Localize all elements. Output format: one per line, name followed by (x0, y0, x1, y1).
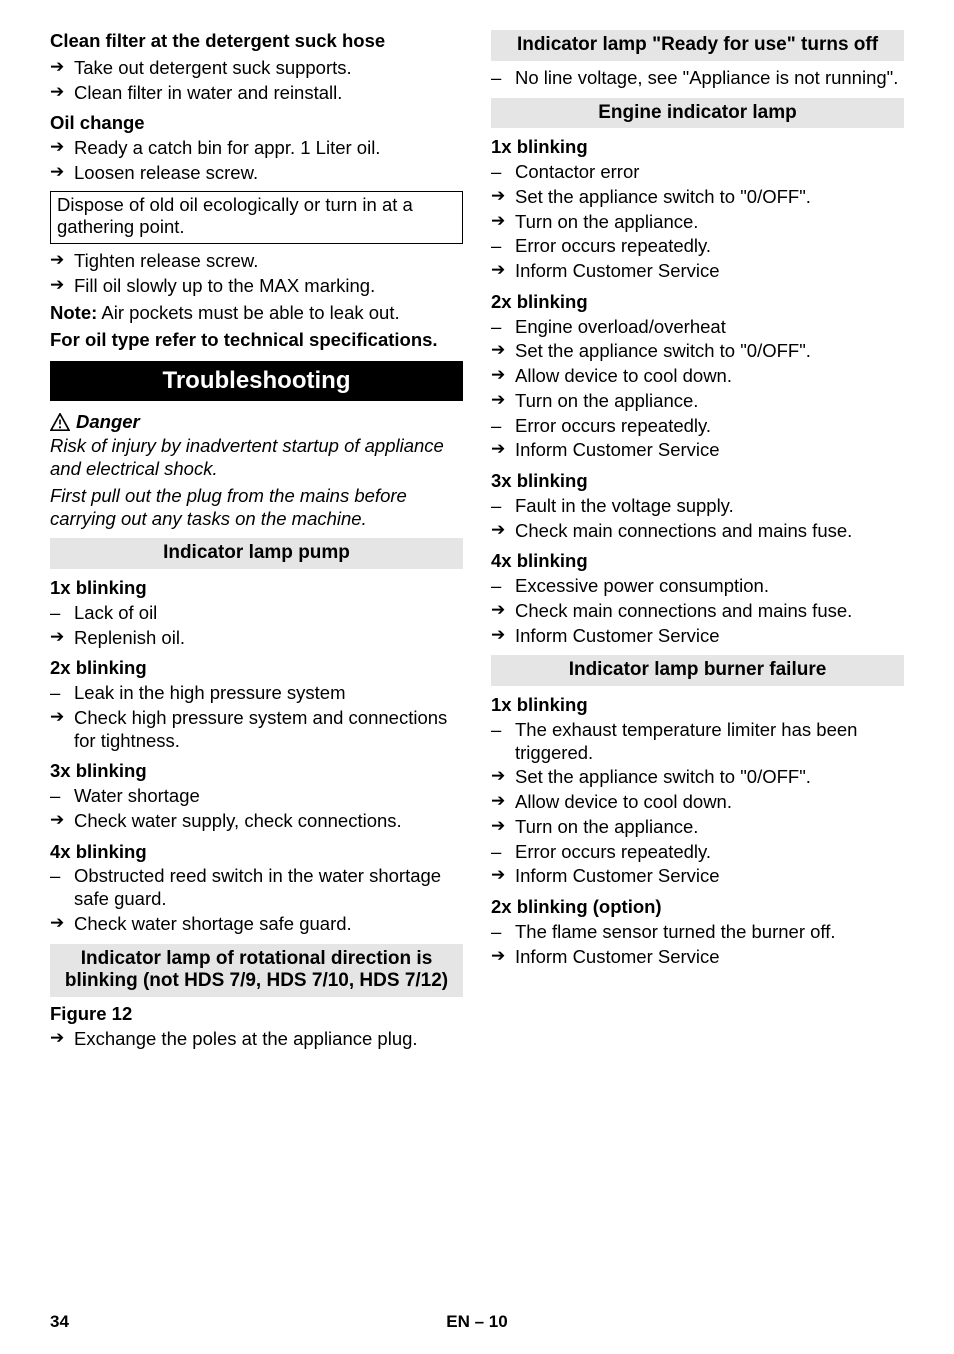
danger-line: Danger (50, 411, 463, 433)
list-item: Error occurs repeatedly. (491, 415, 904, 438)
left-column: Clean filter at the detergent suck hose … (50, 30, 463, 1055)
oil-ref: For oil type refer to technical specific… (50, 329, 463, 352)
list-item: Take out detergent suck supports. (50, 57, 463, 80)
list-item: Inform Customer Service (491, 625, 904, 648)
heading-troubleshooting: Troubleshooting (50, 361, 463, 401)
heading-engine-indicator: Engine indicator lamp (491, 98, 904, 129)
list-item: Obstructed reed switch in the water shor… (50, 865, 463, 911)
subheading-2x: 2x blinking (491, 291, 904, 314)
list: Lack of oilReplenish oil. (50, 602, 463, 650)
list-item: Turn on the appliance. (491, 211, 904, 234)
heading-oil-change: Oil change (50, 112, 463, 135)
danger-label: Danger (76, 411, 140, 433)
list: The flame sensor turned the burner off.I… (491, 921, 904, 969)
list: Water shortageCheck water supply, check … (50, 785, 463, 833)
list-item: Check high pressure system and connectio… (50, 707, 463, 753)
list-item: Check main connections and mains fuse. (491, 600, 904, 623)
danger-para-1: Risk of injury by inadvertent startup of… (50, 435, 463, 481)
heading-indicator-ready: Indicator lamp "Ready for use" turns off (491, 30, 904, 61)
list-item: Water shortage (50, 785, 463, 808)
list: Engine overload/overheatSet the applianc… (491, 316, 904, 463)
warning-icon (50, 413, 70, 431)
subheading-2x-option: 2x blinking (option) (491, 896, 904, 919)
note-text: Air pockets must be able to leak out. (97, 302, 399, 323)
subheading-4x: 4x blinking (50, 841, 463, 864)
list-item: Engine overload/overheat (491, 316, 904, 339)
list-item: Excessive power consumption. (491, 575, 904, 598)
figure-label: Figure 12 (50, 1003, 463, 1026)
list-item: Turn on the appliance. (491, 816, 904, 839)
list-item: Leak in the high pressure system (50, 682, 463, 705)
subheading-2x: 2x blinking (50, 657, 463, 680)
list-item: Set the appliance switch to "0/OFF". (491, 186, 904, 209)
list-oil-change: Ready a catch bin for appr. 1 Liter oil.… (50, 137, 463, 185)
list: The exhaust temperature limiter has been… (491, 719, 904, 888)
danger-para-2: First pull out the plug from the mains b… (50, 485, 463, 531)
list-item: Turn on the appliance. (491, 390, 904, 413)
list-item: Inform Customer Service (491, 946, 904, 969)
subheading-1x: 1x blinking (50, 577, 463, 600)
list-item: Set the appliance switch to "0/OFF". (491, 766, 904, 789)
list-item: Check main connections and mains fuse. (491, 520, 904, 543)
list-item: Check water supply, check connections. (50, 810, 463, 833)
list-item: Error occurs repeatedly. (491, 841, 904, 864)
list-item: Lack of oil (50, 602, 463, 625)
list-item: Ready a catch bin for appr. 1 Liter oil. (50, 137, 463, 160)
subheading-1x: 1x blinking (491, 136, 904, 159)
subheading-3x: 3x blinking (50, 760, 463, 783)
list-item: Fill oil slowly up to the MAX marking. (50, 275, 463, 298)
list: Excessive power consumption.Check main c… (491, 575, 904, 647)
list-item: Loosen release screw. (50, 162, 463, 185)
page-locale: EN – 10 (50, 1312, 904, 1332)
list: Leak in the high pressure systemCheck hi… (50, 682, 463, 752)
columns: Clean filter at the detergent suck hose … (50, 30, 904, 1055)
list-item: No line voltage, see "Appliance is not r… (491, 67, 904, 90)
list-clean-filter: Take out detergent suck supports. Clean … (50, 57, 463, 105)
list-item: Set the appliance switch to "0/OFF". (491, 340, 904, 363)
list-item: Tighten release screw. (50, 250, 463, 273)
list: No line voltage, see "Appliance is not r… (491, 67, 904, 90)
heading-indicator-rotational: Indicator lamp of rotational direction i… (50, 944, 463, 998)
list: Obstructed reed switch in the water shor… (50, 865, 463, 935)
list-after-box: Tighten release screw. Fill oil slowly u… (50, 250, 463, 298)
subheading-1x: 1x blinking (491, 694, 904, 717)
disposal-note-box: Dispose of old oil ecologically or turn … (50, 191, 463, 245)
right-column: Indicator lamp "Ready for use" turns off… (491, 30, 904, 1055)
list: Exchange the poles at the appliance plug… (50, 1028, 463, 1051)
page: Clean filter at the detergent suck hose … (0, 0, 954, 1354)
list-item: Exchange the poles at the appliance plug… (50, 1028, 463, 1051)
list-item: The flame sensor turned the burner off. (491, 921, 904, 944)
list-item: Replenish oil. (50, 627, 463, 650)
heading-indicator-pump: Indicator lamp pump (50, 538, 463, 569)
note-line: Note: Air pockets must be able to leak o… (50, 302, 463, 325)
list-item: Clean filter in water and reinstall. (50, 82, 463, 105)
page-footer: 34 EN – 10 (50, 1312, 904, 1332)
list-item: Inform Customer Service (491, 260, 904, 283)
list: Fault in the voltage supply.Check main c… (491, 495, 904, 543)
subheading-4x: 4x blinking (491, 550, 904, 573)
heading-clean-filter: Clean filter at the detergent suck hose (50, 30, 463, 53)
list-item: Allow device to cool down. (491, 791, 904, 814)
list-item: Allow device to cool down. (491, 365, 904, 388)
list-item: Inform Customer Service (491, 865, 904, 888)
list-item: Check water shortage safe guard. (50, 913, 463, 936)
list-item: Error occurs repeatedly. (491, 235, 904, 258)
subheading-3x: 3x blinking (491, 470, 904, 493)
note-label: Note: (50, 302, 97, 323)
list-item: Inform Customer Service (491, 439, 904, 462)
list-item: Contactor error (491, 161, 904, 184)
list-item: The exhaust temperature limiter has been… (491, 719, 904, 765)
heading-indicator-burner: Indicator lamp burner failure (491, 655, 904, 686)
list-item: Fault in the voltage supply. (491, 495, 904, 518)
list: Contactor errorSet the appliance switch … (491, 161, 904, 283)
